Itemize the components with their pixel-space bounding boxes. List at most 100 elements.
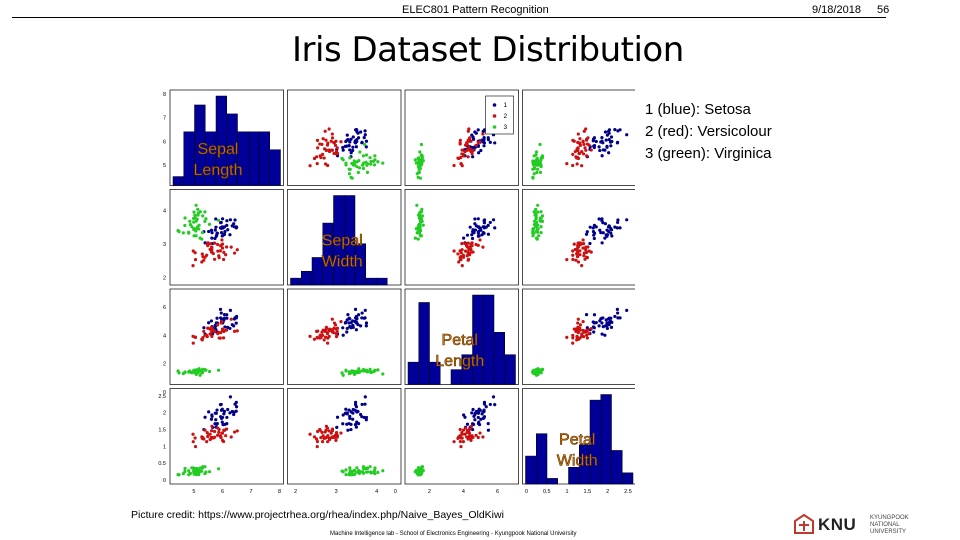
scatter-point — [581, 320, 585, 324]
scatter-point — [468, 136, 472, 140]
scatter-point — [420, 207, 424, 211]
scatter-point — [471, 228, 475, 232]
scatter-point — [356, 170, 360, 175]
scatter-point — [219, 226, 224, 230]
scatter-point — [359, 412, 363, 417]
scatter-point — [421, 223, 425, 227]
scatter-point — [359, 324, 363, 328]
scatter-point — [575, 156, 579, 160]
scatter-point — [230, 323, 234, 327]
scatter-point — [603, 236, 607, 240]
scatter-point — [578, 336, 582, 340]
scatter-point — [419, 142, 424, 147]
y-tick-label: 7 — [163, 116, 166, 122]
scatter-point — [220, 246, 225, 250]
scatter-point — [580, 332, 584, 336]
scatter-point — [193, 251, 197, 255]
scatter-point — [349, 137, 353, 141]
scatter-point — [534, 236, 539, 240]
scatter-point — [191, 263, 195, 268]
scatter-point — [577, 151, 581, 156]
scatter-point — [233, 218, 237, 222]
scatter-point — [207, 229, 211, 234]
scatter-point — [327, 148, 331, 152]
scatter-point — [315, 138, 320, 142]
scatter-point — [207, 410, 211, 414]
matrix-cell-0-3 — [522, 89, 635, 186]
scatter-point — [532, 370, 536, 374]
scatter-point — [200, 370, 205, 375]
logo-subtitle: KYUNGPOOK NATIONAL UNIVERSITY — [870, 515, 935, 536]
scatter-point — [461, 440, 465, 444]
scatter-point — [478, 408, 482, 412]
scatter-point — [327, 436, 331, 440]
scatter-point — [193, 258, 198, 262]
scatter-point — [355, 317, 359, 321]
matrix-cell-2-1 — [287, 288, 402, 385]
scatter-point — [592, 313, 597, 317]
scatter-point — [335, 425, 339, 429]
scatter-point — [584, 232, 589, 236]
scatter-point — [197, 227, 201, 231]
scatter-point — [482, 218, 487, 222]
scatter-point — [332, 434, 336, 439]
y-tick-label: 4 — [163, 208, 166, 214]
scatter-point — [417, 170, 421, 174]
scatter-point — [333, 323, 338, 327]
diagonal-label: Sepal — [322, 233, 363, 250]
scatter-point — [582, 152, 586, 156]
scatter-point — [188, 219, 192, 223]
scatter-point — [471, 250, 475, 254]
scatter-point — [571, 341, 575, 345]
scatter-point — [320, 430, 324, 434]
scatter-point — [343, 411, 348, 415]
scatter-point — [183, 216, 187, 220]
scatter-point — [463, 242, 467, 246]
scatter-point — [582, 142, 586, 146]
histogram-bar — [568, 466, 580, 485]
scatter-point — [419, 218, 424, 222]
scatter-point — [190, 225, 194, 229]
scatter-point — [615, 307, 619, 312]
scatter-point — [351, 135, 355, 139]
scatter-point — [417, 472, 421, 476]
scatter-point — [418, 150, 422, 154]
scatter-point — [220, 242, 225, 246]
scatter-point — [571, 163, 575, 168]
scatter-point — [600, 332, 604, 336]
x-tick-label: 5 — [192, 489, 195, 495]
scatter-point — [580, 242, 584, 246]
diagonal-label: Sepal — [198, 141, 239, 158]
scatter-point — [197, 369, 201, 373]
scatter-point — [540, 156, 545, 160]
scatter-point — [615, 226, 619, 230]
diagonal-label: Length — [194, 162, 243, 179]
scatter-point — [200, 338, 204, 342]
scatter-point — [536, 223, 540, 227]
knu-emblem-icon — [794, 513, 814, 534]
histogram-bar — [354, 243, 366, 286]
scatter-point — [351, 417, 355, 421]
scatter-point — [235, 248, 239, 252]
scatter-point — [580, 164, 584, 168]
scatter-point — [471, 155, 475, 159]
scatter-point — [597, 145, 601, 149]
scatter-point — [324, 148, 328, 153]
y-tick-label: 2 — [163, 276, 166, 282]
legend-label: 2 — [504, 113, 508, 120]
scatter-point — [365, 170, 370, 174]
scatter-point — [308, 334, 312, 338]
scatter-point — [468, 427, 472, 431]
legend-label: 3 — [504, 124, 508, 131]
scatter-point — [181, 472, 185, 476]
scatter-point — [470, 151, 474, 156]
scatter-point — [477, 420, 481, 424]
scatter-point — [200, 231, 205, 235]
scatter-point — [209, 417, 214, 421]
scatter-point — [571, 336, 575, 340]
scatter-point — [214, 217, 218, 221]
scatter-point — [183, 370, 187, 374]
scatter-point — [466, 258, 470, 262]
scatter-point — [326, 336, 330, 340]
scatter-point — [203, 465, 207, 469]
